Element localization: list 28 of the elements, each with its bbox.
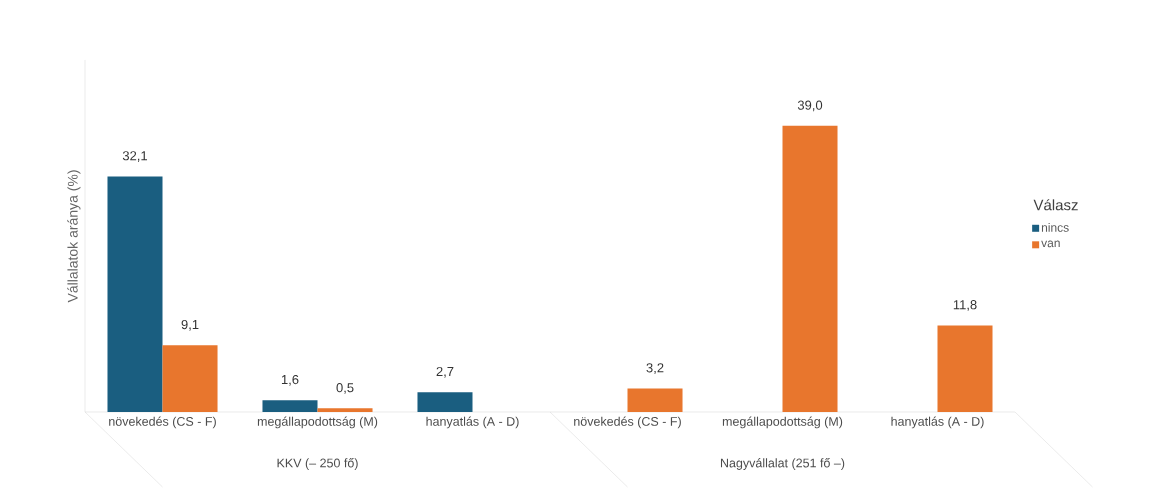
data-label: 0,5 — [336, 383, 354, 394]
bar — [162, 345, 218, 412]
x-tick-label: növekedés (CS - F) — [574, 416, 681, 429]
text: Nagyvállalat (251 fő –) — [720, 458, 845, 470]
data-label: 3,2 — [646, 363, 664, 374]
bar — [782, 125, 838, 412]
legend-title: Válasz — [1033, 199, 1078, 211]
x-tick-label: megállapodottság (M) — [722, 416, 843, 429]
bar — [317, 408, 373, 412]
x-tick-label: hanyatlás (A - D) — [426, 416, 519, 429]
text: KKV (– 250 fő) — [277, 458, 358, 470]
y-axis-title: Vállalatok aránya (%) — [67, 170, 81, 303]
bar — [107, 176, 163, 412]
data-label: 9,1 — [181, 319, 199, 331]
legend-label: van — [1041, 240, 1060, 248]
x-tick-label: hanyatlás (A - D) — [891, 416, 984, 429]
legend-label: nincs — [1041, 222, 1069, 232]
bar — [417, 392, 473, 412]
bar — [627, 388, 683, 412]
data-label: 1,6 — [281, 374, 299, 386]
data-label: 11,8 — [953, 300, 977, 311]
data-label: 32,1 — [122, 151, 148, 162]
data-label: 39,0 — [797, 100, 823, 112]
x-tick-label: megállapodottság (M) — [257, 416, 378, 429]
bar — [937, 325, 993, 412]
bar — [262, 400, 318, 412]
x-tick-label: növekedés (CS - F) — [109, 416, 216, 429]
data-label: 2,7 — [436, 366, 454, 378]
